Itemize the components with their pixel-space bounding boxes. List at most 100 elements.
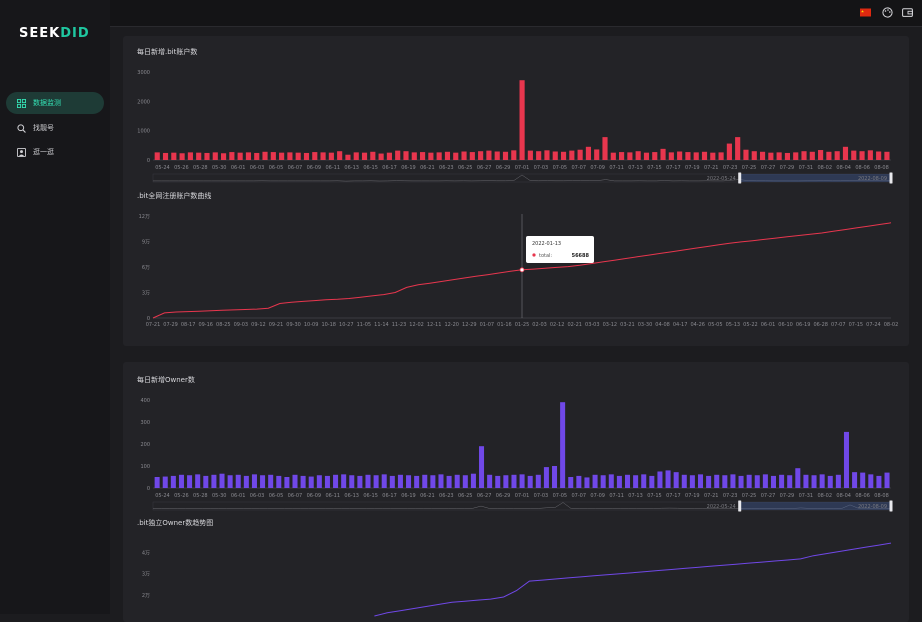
x-tick-label: 06-09 (307, 493, 322, 499)
x-tick-label: 08-02 (818, 493, 833, 499)
x-tick-label: 06-27 (477, 165, 492, 171)
bar (300, 475, 306, 488)
x-tick-label: 08-06 (855, 165, 870, 171)
zoom-slider-preview (153, 174, 891, 182)
daily-owners-chart[interactable]: 400 300 200 100 0 05-24 05-26 05-28 05-30 06-01 06… (123, 388, 909, 538)
bar (751, 151, 757, 160)
logo[interactable]: SEEKDID (19, 26, 90, 41)
x-tick-label: 05-24 (155, 493, 170, 499)
bar (414, 475, 420, 488)
daily-accounts-chart[interactable]: 3000 2000 1000 0 05-24 05-26 05-28 05-30 06-01 06… (123, 60, 909, 210)
nav-item-explore[interactable]: 逛一逛 (6, 141, 104, 163)
bar (803, 474, 809, 488)
bar (284, 477, 290, 488)
total-owners-chart[interactable]: 4万 3万 2万 (123, 532, 909, 622)
x-tick-label: 07-07 (831, 322, 846, 328)
bar (584, 477, 590, 488)
bar (527, 150, 533, 160)
x-tick-label: 07-17 (666, 493, 681, 499)
x-tick-label: 06-11 (326, 493, 341, 499)
x-tick-label: 07-27 (761, 165, 776, 171)
x-tick-label: 07-17 (666, 165, 681, 171)
palette-icon[interactable] (882, 7, 893, 18)
tooltip-label: total: (539, 253, 552, 259)
x-tick-label: 06-21 (420, 165, 435, 171)
bar (276, 475, 282, 488)
sidebar: SEEKDID 数据监测 找靓号 逛一逛 (0, 0, 110, 614)
bar (170, 475, 176, 488)
nav-item-find-name[interactable]: 找靓号 (6, 117, 104, 139)
x-tick-label: 10-09 (304, 322, 319, 328)
bar (776, 152, 782, 160)
bar (827, 475, 833, 488)
bar (187, 475, 193, 488)
bar (212, 152, 218, 160)
bar (602, 137, 608, 160)
bar (337, 151, 343, 160)
x-tick-label: 06-19 (401, 493, 416, 499)
bar (600, 475, 606, 488)
y-tick-label: 0 (147, 486, 150, 492)
bar (494, 151, 500, 160)
x-tick-label: 07-15 (647, 165, 662, 171)
bar (852, 472, 858, 488)
bar (643, 152, 650, 160)
daily-accounts-title: 每日新增.bit账户数 (137, 48, 198, 56)
bar (594, 149, 600, 160)
bar (787, 475, 793, 488)
explore-icon (17, 147, 26, 157)
x-tick-label: 06-29 (496, 493, 511, 499)
x-tick-label: 09-30 (286, 322, 301, 328)
bar (762, 474, 768, 488)
total-accounts-chart[interactable]: 12万 9万 6万 3万 007-21 07-29 08-17 09-16 08-25 09-03… (123, 206, 909, 341)
y-tick-label: 9万 (142, 240, 150, 246)
x-tick-label: 12-20 (444, 322, 459, 328)
bar (446, 475, 452, 488)
x-tick-label: 06-28 (813, 322, 828, 328)
x-tick-label: 07-23 (723, 493, 738, 499)
y-tick-label: 200 (140, 442, 150, 448)
bar (295, 152, 301, 160)
y-tick-label: 3000 (137, 70, 150, 76)
x-tick-label: 07-15 (849, 322, 864, 328)
total-owners-title: .bit独立Owner数趋势图 (137, 519, 214, 527)
bar (685, 152, 691, 160)
bar (461, 151, 467, 160)
x-tick-label: 02-21 (567, 322, 582, 328)
nav-label: 找靓号 (33, 124, 54, 132)
zoom-handle-left (738, 500, 742, 512)
zoom-slider-preview (153, 502, 892, 509)
bar (818, 150, 824, 160)
wallet-icon[interactable] (902, 7, 913, 18)
bar (585, 146, 591, 160)
nav-item-data-monitor[interactable]: 数据监测 (6, 92, 104, 114)
bar (560, 402, 566, 488)
bar (860, 472, 866, 488)
bar (268, 474, 274, 488)
x-tick-label: 09-03 (234, 322, 249, 328)
bar (884, 151, 890, 160)
bar (552, 151, 558, 160)
x-tick-label: 02-03 (532, 322, 547, 328)
top-bar (110, 0, 922, 27)
bar (395, 150, 401, 160)
bar (826, 151, 832, 160)
bar (668, 152, 674, 160)
x-tick-label: 02-12 (550, 322, 565, 328)
x-tick-label: 07-11 (609, 165, 624, 171)
bar (770, 475, 777, 488)
bar (178, 474, 184, 488)
bar (627, 152, 633, 160)
bar (270, 152, 276, 160)
x-tick-label: 08-04 (836, 165, 851, 171)
bar (876, 151, 882, 160)
bar (349, 475, 355, 488)
bar (365, 474, 371, 488)
x-tick-label: 07-03 (534, 493, 549, 499)
bar (718, 152, 724, 160)
x-tick-label: 11-05 (357, 322, 372, 328)
x-tick-label: 06-15 (363, 493, 378, 499)
bar (619, 152, 625, 160)
x-tick-label: 07-29 (780, 493, 795, 499)
cn-flag-icon[interactable] (860, 7, 871, 18)
